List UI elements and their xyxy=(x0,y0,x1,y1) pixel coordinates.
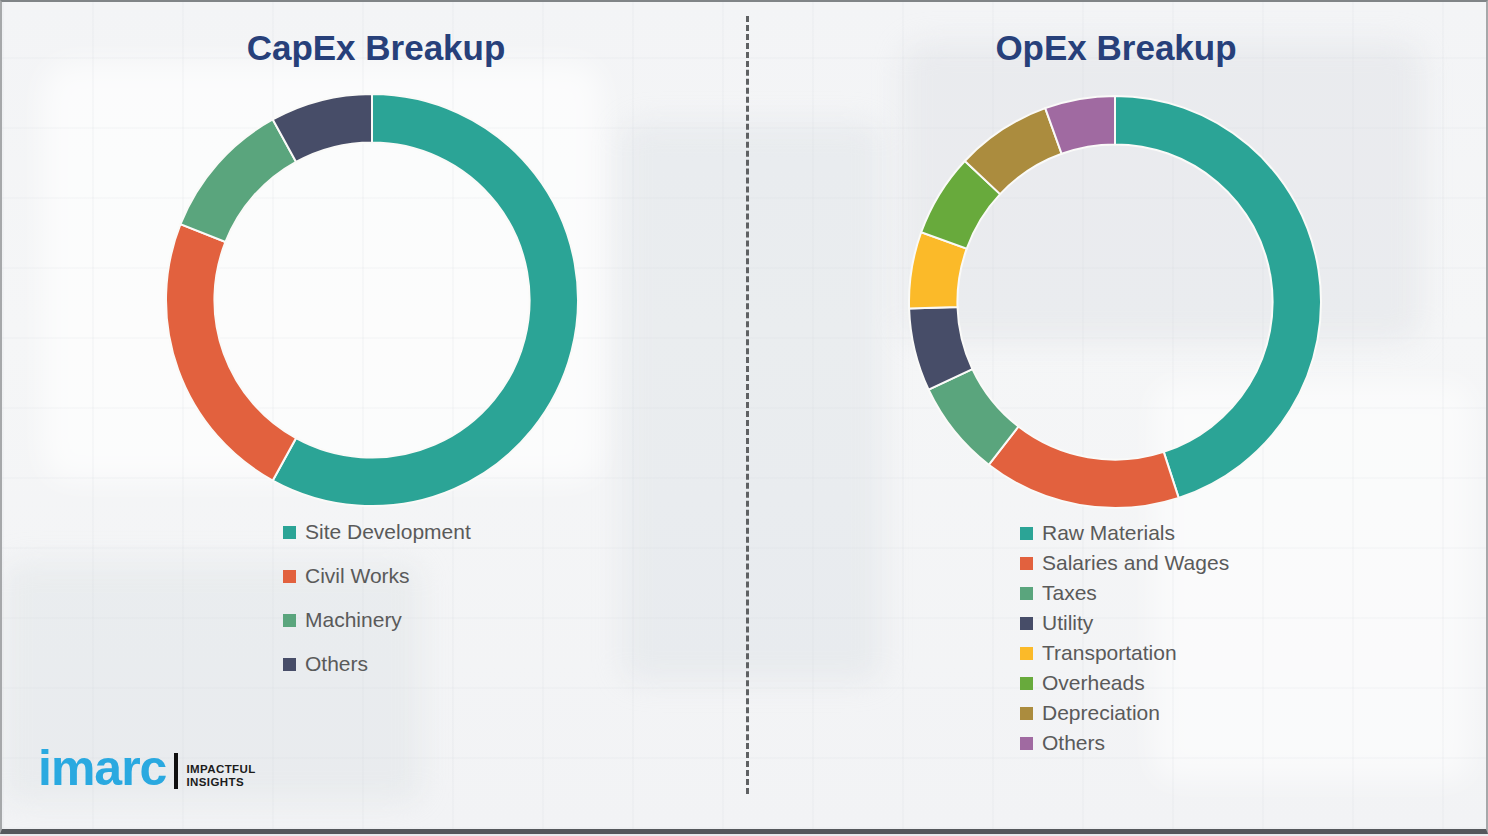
opex-legend: Raw Materials Salaries and Wages Taxes Util… xyxy=(1020,518,1229,758)
infographic-canvas: CapEx Breakup OpEx Breakup Site Developm… xyxy=(0,0,1488,834)
legend-item-civil-works: Civil Works xyxy=(283,554,471,598)
legend-label: Civil Works xyxy=(305,564,410,588)
legend-label: Machinery xyxy=(305,608,402,632)
legend-color-swatch xyxy=(1020,677,1033,690)
opex-donut-chart xyxy=(905,92,1325,512)
legend-label: Taxes xyxy=(1042,581,1097,605)
imarc-logo-tagline: IMPACTFUL INSIGHTS xyxy=(186,763,255,789)
legend-color-swatch xyxy=(1020,737,1033,750)
capex-donut-chart xyxy=(162,90,582,510)
legend-label: Transportation xyxy=(1042,641,1177,665)
legend-label: Others xyxy=(1042,731,1105,755)
donut-slice-machinery xyxy=(180,119,296,242)
dashed-divider xyxy=(746,16,749,794)
legend-label: Raw Materials xyxy=(1042,521,1175,545)
donut-slice-salaries-and-wages xyxy=(989,427,1179,508)
imarc-tagline-line2: INSIGHTS xyxy=(186,776,255,789)
donut-slice-site-development xyxy=(273,94,578,506)
opex-chart-title: OpEx Breakup xyxy=(744,28,1488,68)
imarc-logo: imarc IMPACTFUL INSIGHTS xyxy=(38,740,256,796)
imarc-logo-divider-bar xyxy=(174,753,178,789)
legend-item-taxes: Taxes xyxy=(1020,578,1229,608)
donut-slice-civil-works xyxy=(166,224,296,480)
imarc-tagline-line1: IMPACTFUL xyxy=(186,763,255,776)
legend-color-swatch xyxy=(283,614,296,627)
legend-item-raw-materials: Raw Materials xyxy=(1020,518,1229,548)
legend-label: Site Development xyxy=(305,520,471,544)
legend-label: Overheads xyxy=(1042,671,1145,695)
legend-item-others: Others xyxy=(283,642,471,686)
legend-color-swatch xyxy=(1020,647,1033,660)
legend-item-depreciation: Depreciation xyxy=(1020,698,1229,728)
legend-color-swatch xyxy=(1020,617,1033,630)
legend-label: Salaries and Wages xyxy=(1042,551,1229,575)
legend-item-site-development: Site Development xyxy=(283,510,471,554)
legend-color-swatch xyxy=(1020,557,1033,570)
legend-item-utility: Utility xyxy=(1020,608,1229,638)
legend-label: Utility xyxy=(1042,611,1093,635)
legend-label: Depreciation xyxy=(1042,701,1160,725)
donut-slice-raw-materials xyxy=(1115,96,1321,498)
capex-legend: Site Development Civil Works Machinery Othe… xyxy=(283,510,471,686)
legend-color-swatch xyxy=(1020,587,1033,600)
legend-color-swatch xyxy=(1020,527,1033,540)
legend-item-salaries-and-wages: Salaries and Wages xyxy=(1020,548,1229,578)
legend-item-others: Others xyxy=(1020,728,1229,758)
legend-color-swatch xyxy=(283,570,296,583)
legend-color-swatch xyxy=(1020,707,1033,720)
legend-item-overheads: Overheads xyxy=(1020,668,1229,698)
legend-color-swatch xyxy=(283,658,296,671)
capex-chart-title: CapEx Breakup xyxy=(4,28,748,68)
legend-item-transportation: Transportation xyxy=(1020,638,1229,668)
legend-label: Others xyxy=(305,652,368,676)
legend-color-swatch xyxy=(283,526,296,539)
legend-item-machinery: Machinery xyxy=(283,598,471,642)
imarc-logo-wordmark: imarc xyxy=(38,740,166,796)
